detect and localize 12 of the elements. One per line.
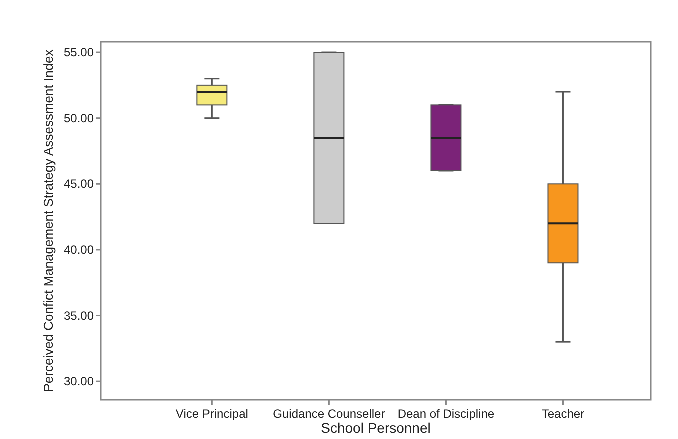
y-tick-label: 50.00 xyxy=(64,111,94,126)
y-tick-label: 45.00 xyxy=(64,177,94,192)
x-tick-label: Vice Principal xyxy=(176,407,248,421)
y-tick-label: 40.00 xyxy=(64,242,94,257)
y-tick-label: 55.00 xyxy=(64,46,94,60)
x-tick-label: Guidance Counseller xyxy=(273,407,386,421)
x-axis-title: School Personnel xyxy=(321,420,431,436)
y-tick-label: 35.00 xyxy=(64,308,94,323)
y-tick-label: 30.00 xyxy=(64,374,94,389)
y-axis-title: Perceived Confict Management Strategy Assessment Index xyxy=(41,49,56,392)
x-tick-label: Teacher xyxy=(542,407,585,421)
x-tick-label: Dean of Discipline xyxy=(398,407,495,421)
